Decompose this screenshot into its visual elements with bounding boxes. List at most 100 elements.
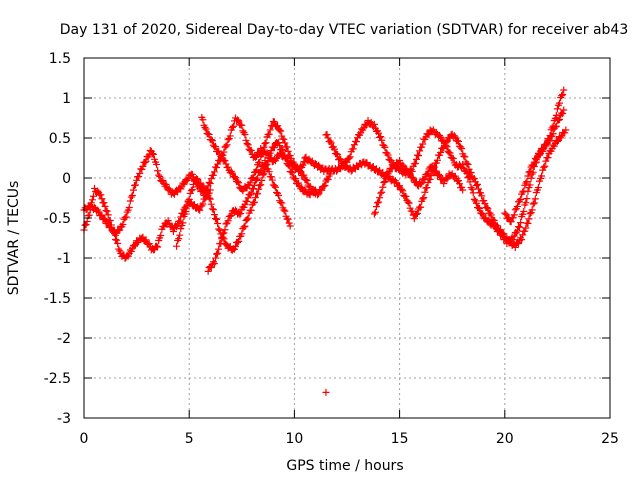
- data-point-marker: [542, 157, 550, 165]
- data-point-marker: [203, 187, 211, 195]
- data-point-marker: [525, 215, 533, 223]
- data-point-marker: [548, 124, 556, 132]
- x-tick-label: 15: [391, 431, 409, 447]
- data-point-marker: [314, 191, 322, 199]
- data-point-marker: [531, 195, 539, 203]
- data-point-marker: [279, 147, 287, 155]
- data-point-marker: [295, 168, 303, 176]
- data-point-marker: [268, 176, 276, 184]
- data-point-marker: [175, 235, 183, 243]
- data-point-marker: [132, 181, 140, 189]
- data-point-marker: [287, 154, 295, 162]
- data-point-marker: [227, 211, 235, 219]
- data-point-marker: [318, 186, 326, 194]
- data-point-marker: [221, 226, 229, 234]
- data-point-marker: [470, 195, 478, 203]
- x-tick-labels: 0 5 10 15 20 25: [80, 431, 619, 447]
- data-point-marker: [553, 105, 561, 113]
- data-point-marker: [330, 145, 338, 153]
- data-point-marker: [188, 186, 196, 194]
- data-point-marker: [409, 174, 417, 182]
- axis-ticks: [83, 57, 611, 419]
- y-tick-label: -1.5: [44, 291, 71, 307]
- data-point-marker: [286, 222, 294, 230]
- data-point-marker: [490, 216, 498, 224]
- data-point-marker: [174, 188, 182, 196]
- data-point-marker: [238, 121, 246, 129]
- data-point-marker: [270, 143, 278, 151]
- series-track-e: [198, 113, 309, 195]
- data-point-marker: [468, 185, 476, 193]
- data-point-marker: [421, 188, 429, 196]
- data-point-marker: [442, 139, 450, 147]
- data-point-marker: [228, 123, 236, 131]
- data-point-marker: [183, 201, 191, 209]
- data-point-marker: [433, 156, 441, 164]
- data-point-marker: [467, 168, 475, 176]
- data-point-marker: [552, 111, 560, 119]
- data-point-marker: [212, 142, 219, 150]
- data-point-marker: [240, 223, 248, 231]
- data-point-marker: [549, 122, 557, 130]
- data-point-marker: [522, 199, 530, 207]
- data-point-marker: [159, 176, 167, 184]
- data-point-marker: [127, 193, 135, 201]
- data-point-marker: [188, 170, 196, 178]
- data-point-marker: [423, 184, 431, 192]
- data-point-marker: [205, 194, 213, 202]
- data-point-marker: [265, 168, 273, 176]
- data-point-marker: [248, 174, 256, 182]
- data-point-marker: [562, 126, 570, 134]
- data-point-marker: [276, 126, 284, 134]
- data-point-marker: [502, 210, 510, 218]
- data-point-marker: [243, 215, 251, 223]
- data-point-marker: [481, 200, 489, 208]
- data-point-marker: [529, 162, 537, 170]
- data-point-marker: [540, 144, 548, 152]
- data-point-marker: [423, 170, 431, 178]
- data-point-marker: [284, 215, 292, 223]
- data-point-marker: [408, 173, 416, 181]
- x-tick-label: 5: [185, 431, 194, 447]
- data-point-marker: [379, 183, 387, 191]
- data-point-marker: [260, 143, 268, 151]
- data-point-marker: [213, 164, 221, 172]
- data-point-marker: [500, 230, 508, 238]
- data-point-marker: [243, 198, 251, 206]
- data-point-marker: [275, 191, 283, 199]
- data-point-marker: [540, 163, 548, 171]
- data-point-marker: [410, 215, 418, 223]
- data-point-marker: [112, 235, 120, 243]
- data-point-marker: [235, 179, 243, 187]
- data-point-marker: [419, 195, 427, 203]
- data-point-marker: [212, 254, 219, 262]
- data-point-marker: [249, 185, 257, 193]
- data-point-marker: [435, 171, 443, 179]
- y-tick-labels: -3 -2.5 -2 -1.5 -1 -0.5 0 0.5 1 1.5: [44, 51, 71, 427]
- data-point-marker: [94, 187, 102, 195]
- data-point-marker: [100, 199, 108, 207]
- data-point-marker: [424, 169, 432, 177]
- data-point-marker: [475, 185, 482, 193]
- data-point-marker: [261, 140, 269, 148]
- data-point-marker: [194, 175, 202, 183]
- data-point-marker: [288, 169, 296, 177]
- data-point-marker: [247, 206, 255, 214]
- data-point-marker: [526, 210, 534, 218]
- data-point-marker: [493, 222, 501, 230]
- data-point-marker: [315, 190, 323, 198]
- data-point-marker: [153, 242, 161, 250]
- data-point-marker: [560, 106, 568, 114]
- data-point-marker: [416, 147, 424, 155]
- series-track-d: [204, 156, 294, 275]
- data-point-marker: [522, 179, 530, 187]
- data-point-marker: [240, 203, 248, 211]
- data-point-marker: [199, 116, 207, 124]
- data-point-marker: [215, 245, 223, 253]
- data-point-marker: [88, 196, 96, 204]
- data-point-marker: [83, 217, 91, 225]
- data-point-marker: [439, 144, 447, 152]
- data-point-marker: [187, 187, 195, 195]
- data-point-marker: [553, 137, 561, 145]
- data-point-marker: [210, 211, 218, 219]
